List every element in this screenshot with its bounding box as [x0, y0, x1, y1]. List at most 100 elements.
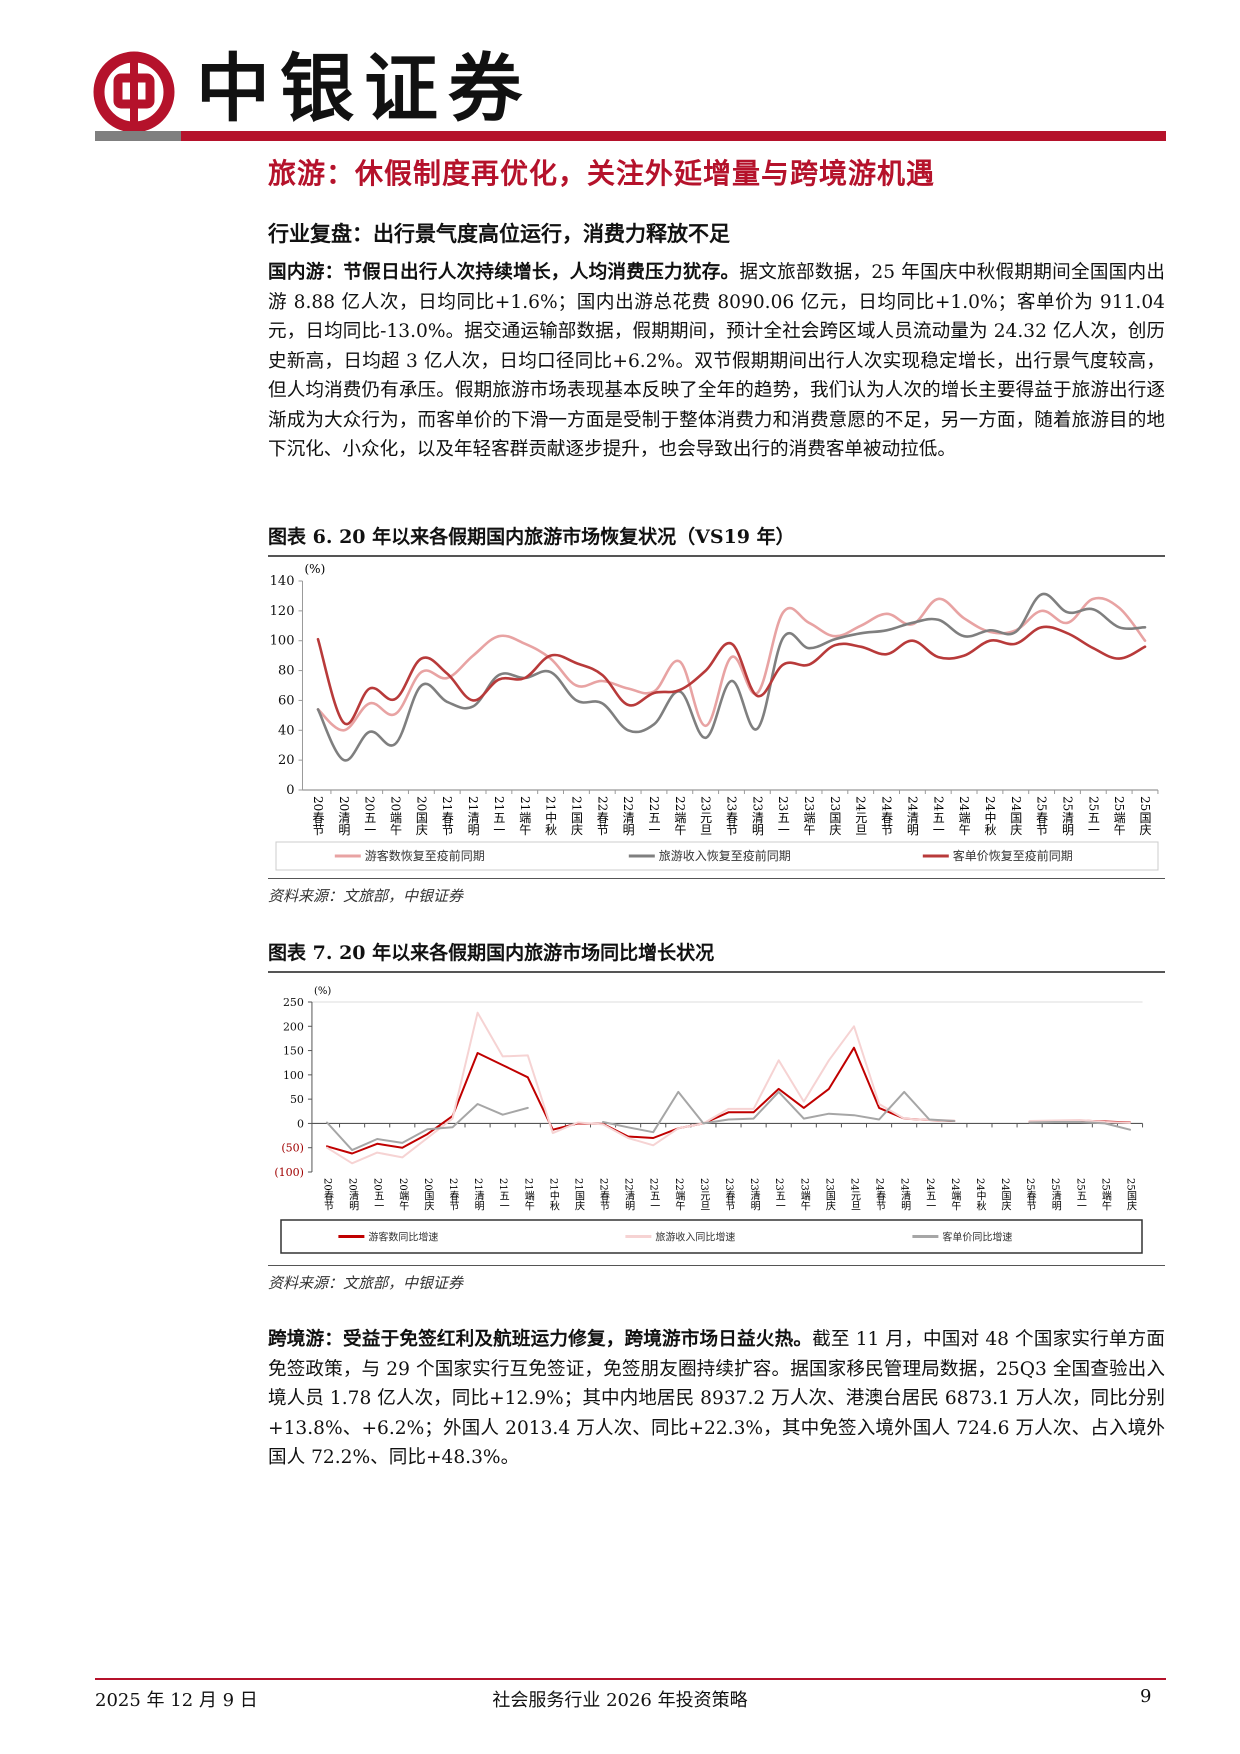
x-tick-label: 22端午 [673, 796, 687, 835]
x-tick-label: 23元旦 [699, 796, 713, 835]
x-tick-label: 25端午 [1099, 1178, 1111, 1212]
footer-divider [95, 1678, 1166, 1680]
x-tick-label: 22五一 [647, 796, 661, 835]
sub-title: 行业复盘：出行景气度高位运行，消费力释放不足 [268, 221, 730, 246]
x-tick-label: 24元旦 [854, 796, 868, 835]
x-tick-label: 24五一 [931, 796, 945, 835]
x-tick-label: 22春节 [598, 1178, 610, 1212]
legend-label: 游客数同比增速 [368, 1231, 438, 1244]
x-tick-label: 23国庆 [828, 796, 842, 835]
x-tick-label: 20端午 [397, 1178, 409, 1212]
x-tick-label: 20端午 [389, 796, 403, 835]
y-axis-label: (%) [304, 562, 325, 576]
y-tick-label: 120 [270, 604, 295, 619]
y-tick-label: 20 [278, 753, 295, 768]
series-line-3 [1028, 1121, 1131, 1131]
y-tick-label: 100 [270, 634, 295, 649]
crossborder-paragraph: 跨境游：受益于免签红利及航班运力修复，跨境游市场日益火热。截至 11 月，中国对… [268, 1325, 1165, 1473]
x-tick-label: 23五一 [773, 1178, 785, 1211]
y-tick-label: 0 [297, 1117, 304, 1130]
x-tick-label: 24五一 [924, 1178, 936, 1211]
x-tick-label: 20五一 [372, 1178, 384, 1211]
x-tick-label: 24清明 [899, 1178, 911, 1212]
x-tick-label: 20清明 [347, 1178, 359, 1212]
figure6-source: 资料来源：文旅部，中银证券 [268, 878, 1165, 906]
y-tick-label: (100) [274, 1166, 304, 1179]
x-tick-label: 20国庆 [422, 1178, 434, 1212]
header-bar-gray [95, 131, 181, 141]
footer-date: 2025 年 12 月 9 日 [95, 1690, 258, 1711]
x-tick-label: 25春节 [1035, 796, 1049, 835]
y-tick-label: 150 [283, 1045, 304, 1058]
x-tick-label: 20五一 [363, 796, 377, 835]
x-tick-label: 25五一 [1074, 1178, 1086, 1211]
crossborder-body: 截至 11 月，中国对 48 个国家实行单方面免签政策，与 29 个国家实行互免… [268, 1329, 1165, 1468]
y-tick-label: (50) [281, 1142, 304, 1155]
legend-box [280, 1219, 1143, 1254]
x-tick-label: 21国庆 [569, 796, 583, 835]
x-tick-label: 21五一 [492, 796, 506, 835]
series-line-2 [316, 592, 1147, 762]
series-line-3 [316, 625, 1147, 726]
legend-label: 客单价同比增速 [942, 1231, 1012, 1244]
domestic-paragraph: 国内游：节假日出行人次持续增长，人均消费压力犹存。据文旅部数据，25 年国庆中秋… [268, 258, 1165, 465]
x-tick-label: 20国庆 [414, 796, 428, 835]
y-tick-label: 60 [278, 693, 295, 708]
x-tick-label: 24端午 [949, 1178, 961, 1212]
x-tick-label: 23五一 [776, 796, 790, 835]
legend-label: 客单价恢复至疫前同期 [953, 848, 1073, 863]
x-tick-label: 24中秋 [974, 1178, 986, 1212]
x-tick-label: 25端午 [1112, 796, 1126, 835]
x-tick-label: 23元旦 [698, 1178, 710, 1211]
x-tick-label: 21端午 [518, 796, 532, 835]
x-tick-label: 20春节 [311, 796, 325, 835]
x-tick-label: 21国庆 [572, 1178, 584, 1212]
x-tick-label: 23国庆 [823, 1178, 835, 1212]
x-tick-label: 24国庆 [1009, 796, 1023, 835]
figure7-chart: (%) (100) (50) 0 50 100 150 200 250 20春节 20清明 20五一 2… [274, 986, 1144, 1254]
series-line-2 [1028, 1119, 1131, 1124]
y-tick-label: 50 [290, 1093, 304, 1106]
series-line-2 [326, 1011, 956, 1165]
x-tick-label: 24国庆 [999, 1178, 1011, 1212]
x-tick-label: 24元旦 [848, 1178, 860, 1211]
x-tick-label: 22端午 [673, 1178, 685, 1212]
section-title: 旅游：休假制度再优化，关注外延增量与跨境游机遇 [268, 157, 936, 190]
y-tick-label: 140 [270, 574, 295, 589]
x-tick-label: 21清明 [472, 1178, 484, 1212]
legend-box [275, 841, 1159, 871]
y-tick-label: 80 [278, 664, 295, 679]
x-tick-label: 25清明 [1060, 796, 1074, 836]
x-tick-label: 21端午 [522, 1178, 534, 1212]
figure6-chart: (%) 0 20 40 60 80 100 120 140 20春节 20清明 20五一 20端午 20国… [270, 562, 1159, 871]
domestic-lead: 国内游：节假日出行人次持续增长，人均消费压力犹存。 [268, 262, 740, 283]
y-tick-label: 100 [283, 1069, 304, 1082]
x-tick-label: 23清明 [750, 796, 764, 836]
x-tick-label: 25春节 [1024, 1178, 1036, 1212]
x-tick-label: 24春节 [880, 796, 894, 835]
x-tick-label: 22五一 [648, 1178, 660, 1211]
x-tick-label: 21中秋 [547, 1178, 559, 1212]
y-axis-label: (%) [314, 986, 331, 997]
x-tick-label: 20清明 [337, 796, 351, 836]
series-line-1 [326, 1046, 956, 1155]
legend-label: 旅游收入同比增速 [655, 1231, 735, 1244]
x-tick-label: 22清明 [621, 796, 635, 836]
x-tick-label: 23清明 [748, 1178, 760, 1212]
x-tick-label: 21五一 [497, 1178, 509, 1211]
y-tick-label: 0 [286, 783, 294, 798]
x-tick-label: 25清明 [1049, 1178, 1061, 1212]
footer-page-number: 9 [1140, 1686, 1152, 1707]
y-tick-label: 40 [278, 723, 295, 738]
figure7-source: 资料来源：文旅部，中银证券 [268, 1265, 1165, 1293]
x-tick-label: 24端午 [957, 796, 971, 835]
logo [92, 50, 176, 134]
series-line-3 [326, 1103, 529, 1152]
legend-label: 旅游收入恢复至疫前同期 [659, 848, 791, 863]
crossborder-lead: 跨境游：受益于免签红利及航班运力修复，跨境游市场日益火热。 [268, 1329, 813, 1350]
x-tick-label: 23端午 [802, 796, 816, 835]
x-tick-label: 21中秋 [544, 796, 558, 836]
x-tick-label: 22清明 [623, 1178, 635, 1212]
x-tick-label: 21春节 [447, 1178, 459, 1212]
y-tick-label: 200 [283, 1020, 304, 1033]
